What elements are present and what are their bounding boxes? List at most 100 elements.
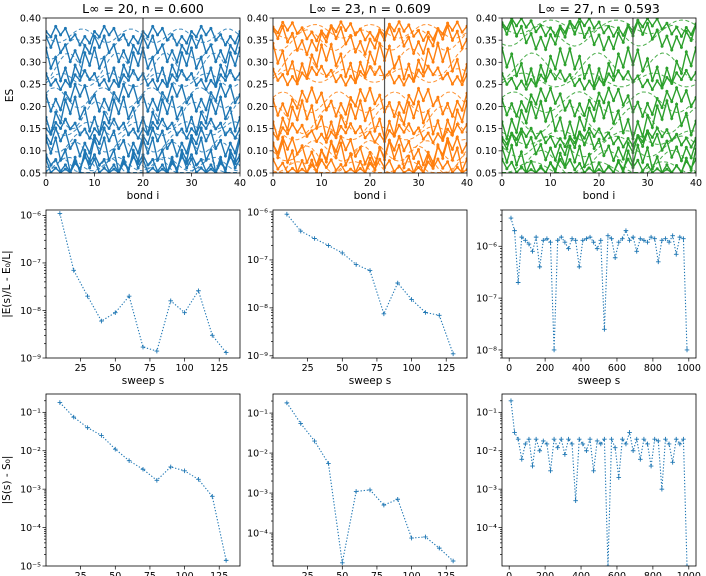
data-point: [655, 259, 661, 265]
data-point: [630, 234, 636, 240]
es-point: [421, 121, 425, 125]
data-point: [652, 436, 657, 442]
es-point: [612, 47, 616, 51]
es-point: [636, 48, 640, 52]
data-point: [591, 239, 596, 245]
es-point: [339, 52, 343, 56]
es-point: [290, 149, 294, 153]
es-point: [300, 62, 304, 66]
es-point: [397, 123, 401, 127]
data-point: [541, 438, 546, 444]
es-point: [349, 103, 353, 107]
es-point: [63, 117, 67, 121]
es-point: [156, 51, 160, 55]
data-point: [566, 246, 571, 251]
es-point: [233, 166, 237, 170]
es-point: [675, 132, 679, 136]
data-point: [284, 211, 290, 217]
y-tick-label: 10⁻⁹: [20, 353, 41, 364]
es-point: [646, 18, 649, 20]
es-point: [660, 135, 664, 139]
es-point: [616, 160, 620, 164]
plot-frame: [45, 209, 241, 359]
data-point: [555, 238, 560, 243]
es-point: [334, 37, 338, 41]
es-point: [358, 124, 362, 128]
es-point: [151, 34, 155, 38]
data-point: [168, 464, 174, 470]
data-point: [623, 228, 629, 233]
es-point: [563, 79, 567, 83]
es-point: [219, 159, 223, 163]
es-point: [223, 78, 227, 82]
es-point: [578, 77, 582, 81]
es-point: [431, 44, 435, 48]
es-point: [214, 99, 218, 103]
es-point: [83, 51, 87, 55]
data-point: [562, 239, 568, 245]
es-point: [412, 102, 416, 106]
es-point: [397, 101, 401, 105]
data-point: [605, 563, 611, 566]
data-point: [648, 463, 654, 469]
es-point: [102, 126, 106, 130]
es-point: [455, 146, 459, 150]
y-tick-label: 0.20: [476, 102, 497, 113]
es-point: [387, 129, 391, 133]
es-point: [363, 52, 367, 56]
y-tick-label: 0.15: [247, 124, 268, 135]
es-point: [397, 55, 401, 59]
es-point: [353, 116, 357, 120]
x-tick-label: 75: [371, 571, 383, 576]
es-point: [175, 154, 179, 158]
es-point: [505, 32, 509, 36]
es-point: [524, 109, 528, 113]
es-point: [563, 153, 567, 157]
data-point: [57, 400, 63, 405]
es-point: [68, 147, 72, 151]
es-point: [339, 135, 343, 139]
es-level-dashed: [273, 105, 467, 135]
es-point: [378, 93, 382, 97]
es-point: [407, 36, 411, 40]
es-point: [353, 81, 357, 85]
es-point: [175, 94, 179, 98]
es-point: [194, 171, 198, 173]
es-point: [665, 75, 669, 79]
es-point: [397, 27, 401, 31]
es-point: [650, 143, 654, 147]
es-point: [156, 171, 160, 173]
data-point: [508, 398, 514, 404]
es-point: [510, 76, 514, 80]
es-point: [392, 29, 396, 33]
es-point: [190, 115, 193, 119]
es-point: [228, 51, 232, 55]
es-point: [573, 114, 577, 118]
data-point: [515, 280, 521, 285]
es-point: [544, 99, 548, 103]
es-point: [122, 121, 126, 125]
es-point: [146, 163, 150, 167]
panel-es-0: L∞ = 20, n = 0.600 0 10 20 30 40 0.05 0.10 0.15 0…: [4, 1, 246, 202]
es-point: [646, 21, 649, 25]
es-point: [373, 38, 377, 42]
es-level-dashed: [273, 29, 467, 51]
es-point: [165, 99, 169, 103]
es-point: [641, 134, 645, 138]
x-tick-label: 100: [176, 571, 194, 576]
es-point: [223, 60, 227, 64]
es-point: [190, 34, 193, 38]
es-point: [344, 148, 348, 152]
es-point: [97, 109, 101, 113]
es-point: [544, 34, 548, 38]
es-point: [446, 160, 450, 164]
es-point: [358, 60, 362, 64]
data-point: [623, 441, 629, 447]
es-level-dashed: [502, 24, 696, 47]
es-point: [417, 40, 420, 44]
es-point: [329, 99, 333, 103]
data-point: [645, 441, 650, 447]
es-point: [324, 140, 328, 144]
es-point: [300, 123, 304, 127]
